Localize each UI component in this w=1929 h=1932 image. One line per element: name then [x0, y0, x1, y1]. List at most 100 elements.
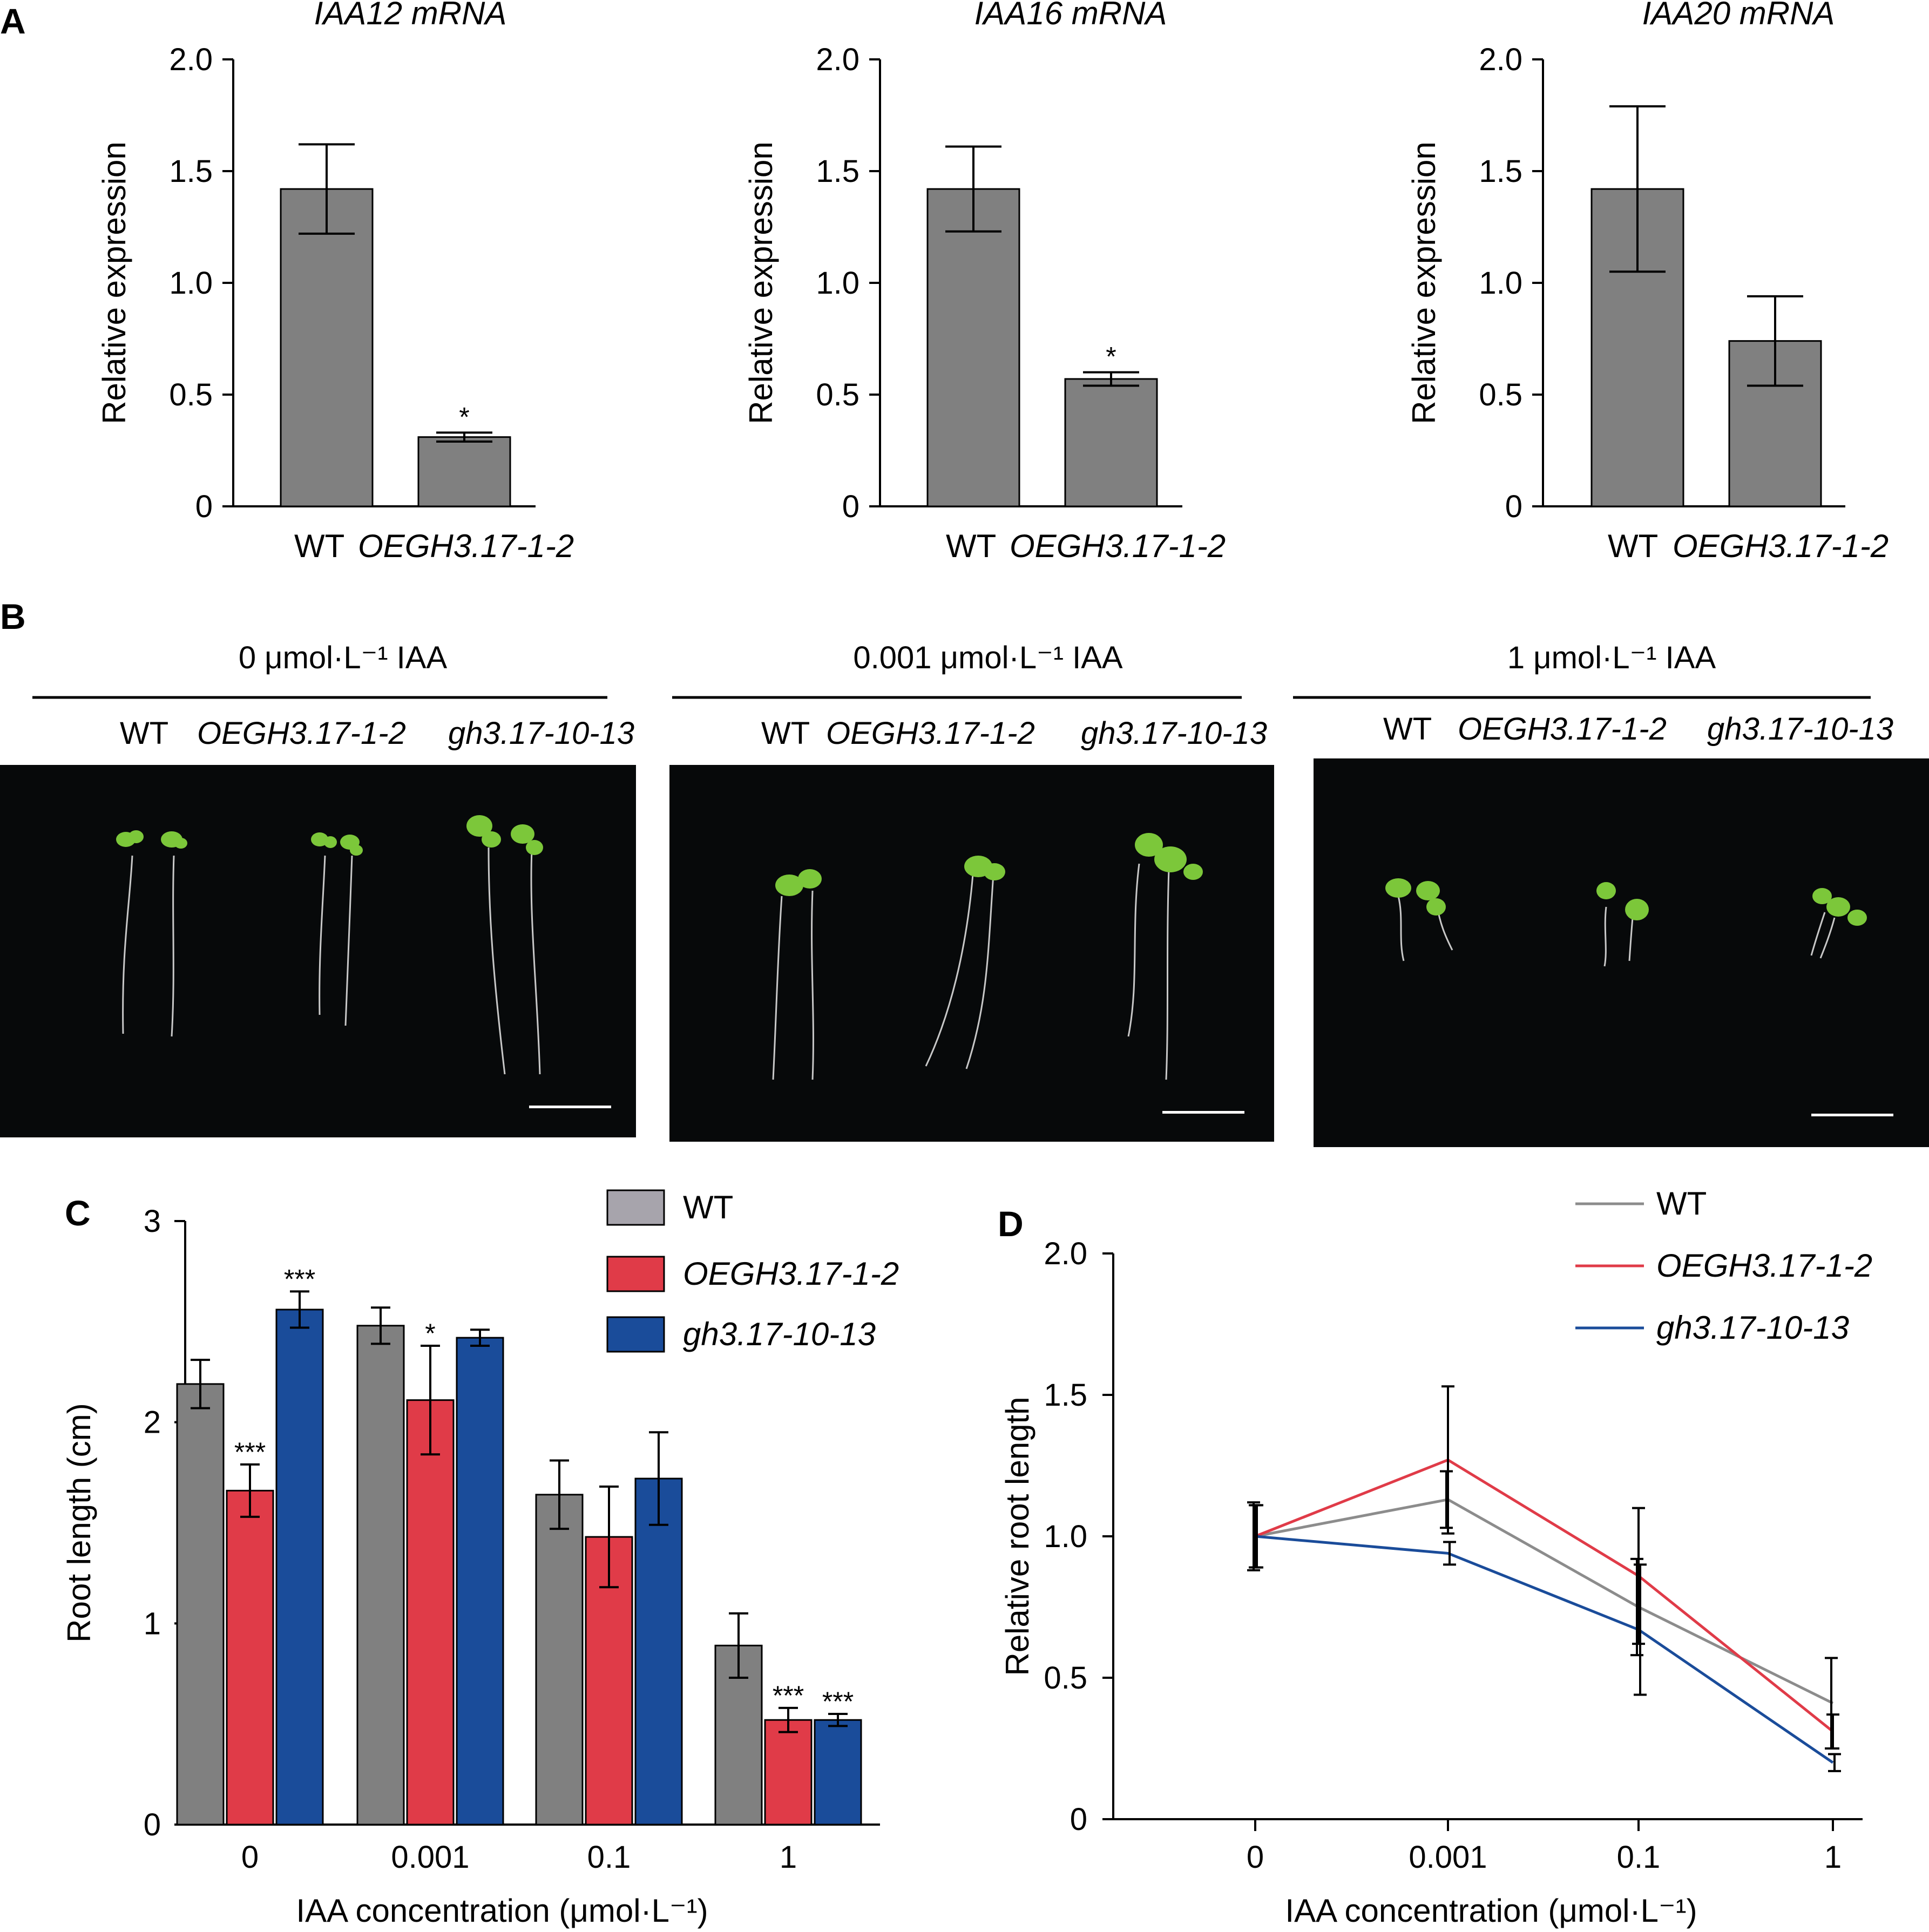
seedling-photo-0	[0, 765, 636, 1137]
genotype-label: OEGH3.17-1-2	[1458, 711, 1667, 747]
bar	[926, 188, 1020, 507]
genotype-label: gh3.17-10-13	[1707, 711, 1893, 747]
panel-label-a: A	[0, 1, 26, 41]
y-tick-label: 2.0	[816, 42, 859, 77]
bar	[280, 188, 374, 507]
chart-iaa20: IAA20 mRNA Relative expression 0 0.5 1.0 1.5 2…	[1406, 0, 1889, 564]
x-tick-label: 0	[241, 1840, 259, 1875]
y-tick-label: 2	[144, 1405, 161, 1440]
y-tick-label: 1.0	[1044, 1519, 1087, 1554]
genotype-label: WT	[1383, 711, 1432, 747]
x-tick-label: OEGH3.17-1-2	[358, 528, 574, 564]
significance-mark: *	[425, 1318, 435, 1348]
chart-root-length: 0 1 2 3 Root length (cm) 0 0.001 0.1 1 IAA concen…	[61, 1189, 899, 1929]
x-axis-label: IAA concentration (μmol·L⁻¹)	[1285, 1893, 1697, 1929]
legend-label: WT	[1656, 1185, 1707, 1222]
legend-label: WT	[683, 1189, 733, 1225]
x-tick-label: 0.1	[1617, 1840, 1661, 1875]
x-tick-label: 1	[1824, 1840, 1842, 1875]
legend-swatch	[606, 1189, 665, 1226]
panel-label-c: C	[65, 1193, 91, 1233]
legend-swatch	[606, 1256, 665, 1292]
chart-title: IAA12 mRNA	[314, 0, 507, 31]
bar	[176, 1383, 225, 1826]
y-tick-label: 1.5	[1479, 154, 1522, 189]
genotype-label: gh3.17-10-13	[1081, 716, 1267, 751]
bar	[456, 1337, 504, 1826]
bar	[406, 1399, 455, 1826]
genotype-label: WT	[120, 716, 168, 751]
x-tick-label: OEGH3.17-1-2	[1010, 528, 1226, 564]
x-axis-label: IAA concentration (μmol·L⁻¹)	[296, 1893, 708, 1929]
legend-label: OEGH3.17-1-2	[1656, 1248, 1872, 1284]
y-tick-label: 2.0	[1479, 42, 1522, 77]
y-tick-label: 1	[144, 1606, 161, 1641]
x-tick-label: 0.001	[391, 1840, 469, 1875]
y-tick-label: 0	[195, 489, 213, 524]
significance-mark: *	[1106, 342, 1116, 372]
x-tick-label: WT	[294, 528, 344, 564]
y-axis-label: Relative expression	[96, 141, 132, 424]
x-tick-label: 0.1	[587, 1840, 631, 1875]
y-tick-label: 0.5	[1479, 377, 1522, 412]
y-tick-label: 1.0	[1479, 266, 1522, 301]
y-tick-label: 1.0	[169, 266, 213, 301]
bar	[356, 1325, 405, 1826]
x-tick-label: WT	[946, 528, 996, 564]
seedling-photo-1	[669, 765, 1274, 1142]
bar	[535, 1494, 584, 1826]
genotype-label: OEGH3.17-1-2	[826, 716, 1035, 751]
y-tick-label: 0.5	[1044, 1660, 1087, 1696]
y-axis-label: Relative expression	[743, 141, 779, 424]
y-axis-label: Relative root length	[999, 1397, 1035, 1676]
bar	[275, 1309, 324, 1826]
condition-label-2: 1 μmol·L⁻¹ IAA	[1507, 640, 1716, 675]
y-tick-label: 0	[1070, 1802, 1087, 1837]
bar	[634, 1477, 683, 1826]
y-tick-label: 1.5	[816, 154, 859, 189]
significance-mark: *	[459, 402, 469, 432]
y-tick-label: 2.0	[1044, 1236, 1087, 1271]
bar	[1590, 188, 1684, 507]
y-tick-label: 0	[144, 1807, 161, 1842]
y-tick-label: 1.0	[816, 266, 859, 301]
panel-b-headers: 0 μmol·L⁻¹ IAA 0.001 μmol·L⁻¹ IAA 1 μmol…	[32, 640, 1893, 751]
x-tick-label: WT	[1608, 528, 1658, 564]
seedling-photo-2	[1314, 758, 1929, 1147]
condition-label-1: 0.001 μmol·L⁻¹ IAA	[853, 640, 1123, 675]
bar	[764, 1719, 813, 1826]
bar	[226, 1489, 274, 1826]
x-tick-label: 1	[780, 1840, 797, 1875]
x-tick-label: OEGH3.17-1-2	[1673, 528, 1889, 564]
chart-title: IAA20 mRNA	[1642, 0, 1835, 31]
y-axis-label: Root length (cm)	[61, 1403, 97, 1643]
series-line	[1255, 1498, 1834, 1705]
legend-label: OEGH3.17-1-2	[683, 1256, 899, 1292]
series-line	[1255, 1535, 1834, 1764]
y-tick-label: 0.5	[816, 377, 859, 412]
bar	[814, 1719, 862, 1826]
bar	[1064, 378, 1158, 507]
y-tick-label: 0	[842, 489, 859, 524]
y-axis-label: Relative expression	[1406, 141, 1442, 424]
chart-relative-root-length: 0 0.5 1.0 1.5 2.0 0 0.001 0.1 1 Relative root len…	[999, 1185, 1872, 1929]
legend-label: gh3.17-10-13	[683, 1316, 876, 1352]
panel-label-b: B	[0, 596, 26, 636]
significance-mark: ***	[284, 1264, 315, 1294]
chart-iaa12: IAA12 mRNA Relative expression 0 0.5 1.0 1.5 2…	[96, 0, 574, 564]
significance-mark: ***	[822, 1686, 854, 1717]
y-tick-label: 2.0	[169, 42, 213, 77]
y-tick-label: 0.5	[169, 377, 213, 412]
legend-label: gh3.17-10-13	[1656, 1310, 1849, 1346]
genotype-label: OEGH3.17-1-2	[197, 716, 406, 751]
y-tick-label: 3	[144, 1204, 161, 1239]
panel-label-d: D	[998, 1204, 1024, 1244]
x-tick-label: 0.001	[1409, 1840, 1487, 1875]
genotype-label: WT	[761, 716, 810, 751]
genotype-label: gh3.17-10-13	[448, 716, 634, 751]
condition-label-0: 0 μmol·L⁻¹ IAA	[239, 640, 448, 675]
series-line	[1255, 1458, 1834, 1733]
chart-iaa16: IAA16 mRNA Relative expression 0 0.5 1.0 1.5 2…	[743, 0, 1226, 564]
y-tick-label: 1.5	[1044, 1378, 1087, 1413]
